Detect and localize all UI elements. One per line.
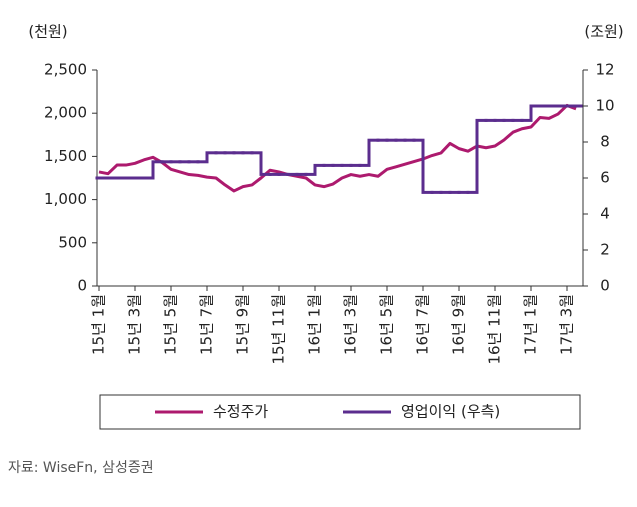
x-tick-label: 16년 11월	[486, 294, 504, 365]
x-tick-label: 16년 7월	[414, 294, 432, 355]
y2-tick-label: 12	[595, 61, 614, 79]
x-tick-label: 17년 1월	[522, 294, 540, 355]
y-tick-label: 0	[77, 277, 87, 295]
x-tick-label: 15년 9월	[234, 294, 252, 355]
y2-tick-label: 10	[595, 97, 614, 115]
y-tick-label: 500	[58, 233, 87, 251]
legend-label: 수정주가	[213, 403, 268, 421]
x-tick-label: 15년 11월	[270, 294, 288, 365]
y2-tick-label: 4	[600, 205, 610, 223]
x-tick-label: 16년 1월	[306, 294, 324, 355]
y2-tick-label: 0	[600, 277, 610, 295]
price-line	[98, 103, 577, 193]
y-tick-label: 2,000	[44, 104, 87, 122]
y2-axis-label: (조원)	[584, 23, 623, 41]
y2-tick-label: 2	[600, 241, 610, 259]
source-note: 자료: WiseFn, 삼성증권	[8, 460, 154, 476]
y-tick-label: 2,500	[44, 61, 87, 79]
legend-label: 영업이익 (우측)	[401, 403, 500, 421]
y2-tick-label: 8	[600, 133, 610, 151]
x-tick-label: 15년 1월	[90, 294, 108, 355]
y-axis-label: (천원)	[28, 23, 67, 41]
y2-tick-label: 6	[600, 169, 610, 187]
x-tick-label: 16년 9월	[450, 294, 468, 355]
x-tick-label: 17년 3월	[558, 294, 576, 355]
x-tick-label: 15년 5월	[162, 294, 180, 355]
legend-box	[99, 394, 581, 430]
x-tick-label: 16년 5월	[378, 294, 396, 355]
y-tick-label: 1,500	[44, 147, 87, 165]
x-tick-label: 15년 3월	[126, 294, 144, 355]
x-tick-label: 16년 3월	[342, 294, 360, 355]
x-tick-label: 15년 7월	[198, 294, 216, 355]
y-tick-label: 1,000	[44, 190, 87, 208]
